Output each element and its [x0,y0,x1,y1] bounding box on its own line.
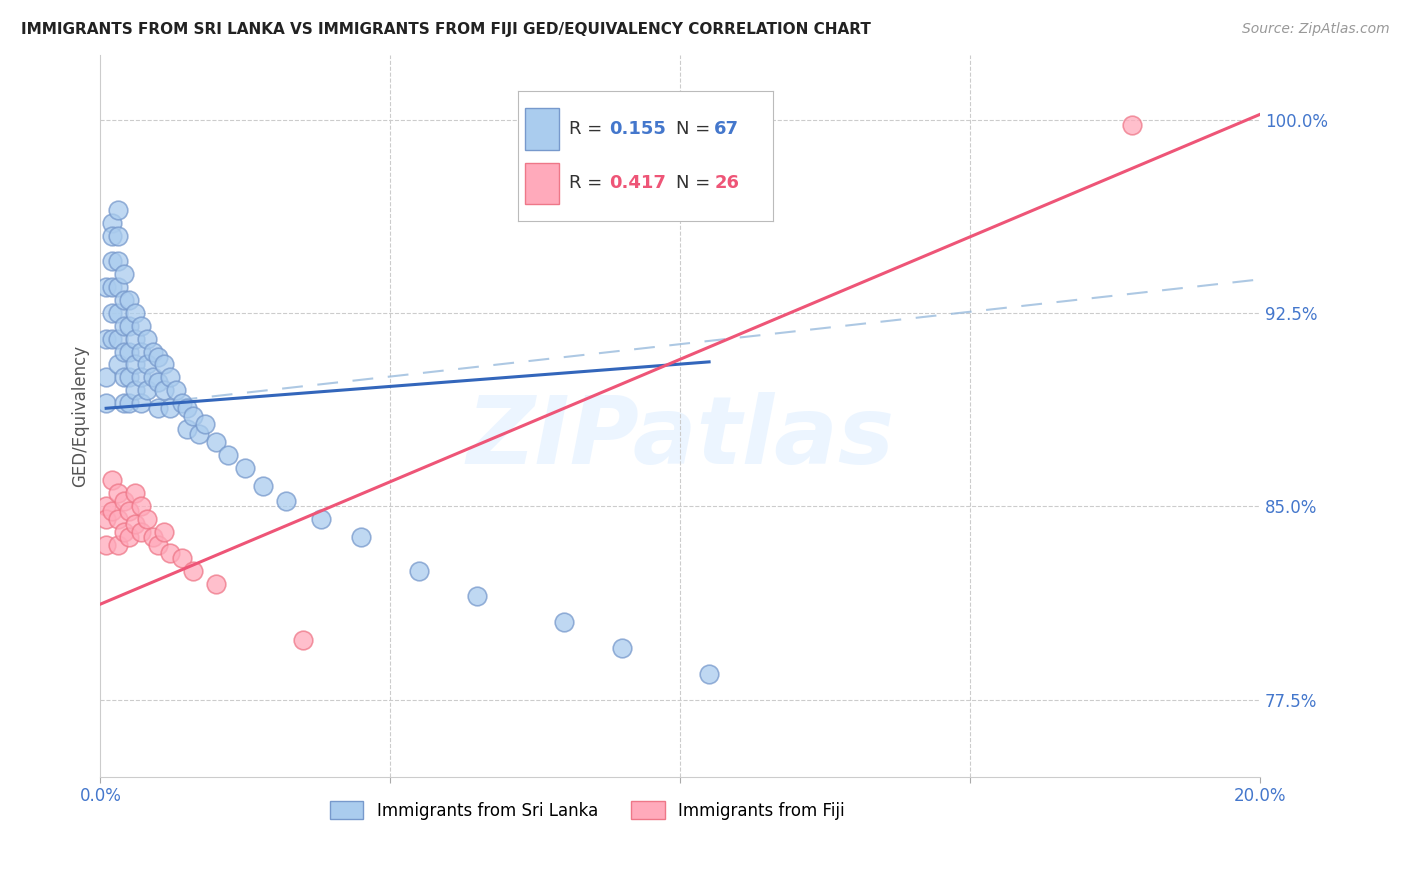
Point [107,280,129,294]
Point [135,512,157,526]
Point [94,332,117,346]
Point [141,344,163,359]
Point [153,383,176,397]
Point [135,358,157,372]
Point [107,332,129,346]
Point [135,383,157,397]
Point [170,396,193,410]
Point [101,332,124,346]
Point [181,409,204,423]
Point [101,306,124,320]
Point [153,358,176,372]
Point [94,512,117,526]
Point [194,417,217,431]
Point [205,434,228,449]
Y-axis label: GED/Equivalency: GED/Equivalency [72,345,89,487]
Point [697,666,720,681]
Text: Source: ZipAtlas.com: Source: ZipAtlas.com [1241,22,1389,37]
Point [118,504,141,518]
Point [129,396,152,410]
Legend: Immigrants from Sri Lanka, Immigrants from Fiji: Immigrants from Sri Lanka, Immigrants fr… [323,795,851,826]
Point [124,358,146,372]
Point [112,494,135,508]
Point [135,332,157,346]
Point [94,538,117,552]
Point [124,517,146,532]
Point [112,344,135,359]
Point [118,370,141,384]
Point [107,538,129,552]
Point [118,344,141,359]
Point [101,228,124,243]
Point [141,530,163,544]
Point [159,401,181,416]
Point [124,306,146,320]
Point [165,383,187,397]
Point [112,293,135,307]
Point [148,401,170,416]
Point [107,254,129,268]
Point [118,396,141,410]
Point [101,504,124,518]
Point [553,615,575,630]
Point [205,576,228,591]
Point [233,460,256,475]
Text: IMMIGRANTS FROM SRI LANKA VS IMMIGRANTS FROM FIJI GED/EQUIVALENCY CORRELATION CH: IMMIGRANTS FROM SRI LANKA VS IMMIGRANTS … [21,22,870,37]
Point [170,550,193,565]
Point [129,500,152,514]
Point [129,524,152,539]
Point [252,478,274,492]
Point [181,564,204,578]
Point [107,512,129,526]
Point [176,401,198,416]
Point [610,640,633,655]
Point [1121,118,1143,132]
Point [112,267,135,281]
Point [124,383,146,397]
Point [465,590,488,604]
Point [118,318,141,333]
Point [112,370,135,384]
Point [107,358,129,372]
Point [217,448,239,462]
Point [350,530,373,544]
Point [101,254,124,268]
Text: ZIPatlas: ZIPatlas [465,392,894,483]
Point [153,524,176,539]
Point [274,494,297,508]
Point [112,318,135,333]
Point [112,396,135,410]
Point [129,318,152,333]
Point [129,344,152,359]
Point [94,370,117,384]
Point [112,524,135,539]
Point [124,486,146,500]
Point [159,546,181,560]
Point [107,486,129,500]
Point [124,332,146,346]
Point [107,202,129,217]
Point [118,530,141,544]
Point [107,228,129,243]
Point [107,306,129,320]
Point [129,370,152,384]
Point [101,280,124,294]
Point [292,633,315,648]
Point [94,500,117,514]
Point [309,512,332,526]
Point [148,376,170,390]
Point [408,564,430,578]
Point [101,474,124,488]
Point [148,538,170,552]
Point [94,396,117,410]
Point [101,216,124,230]
Point [176,422,198,436]
Point [187,427,209,442]
Point [141,370,163,384]
Point [94,280,117,294]
Point [148,350,170,364]
Point [159,370,181,384]
Point [118,293,141,307]
